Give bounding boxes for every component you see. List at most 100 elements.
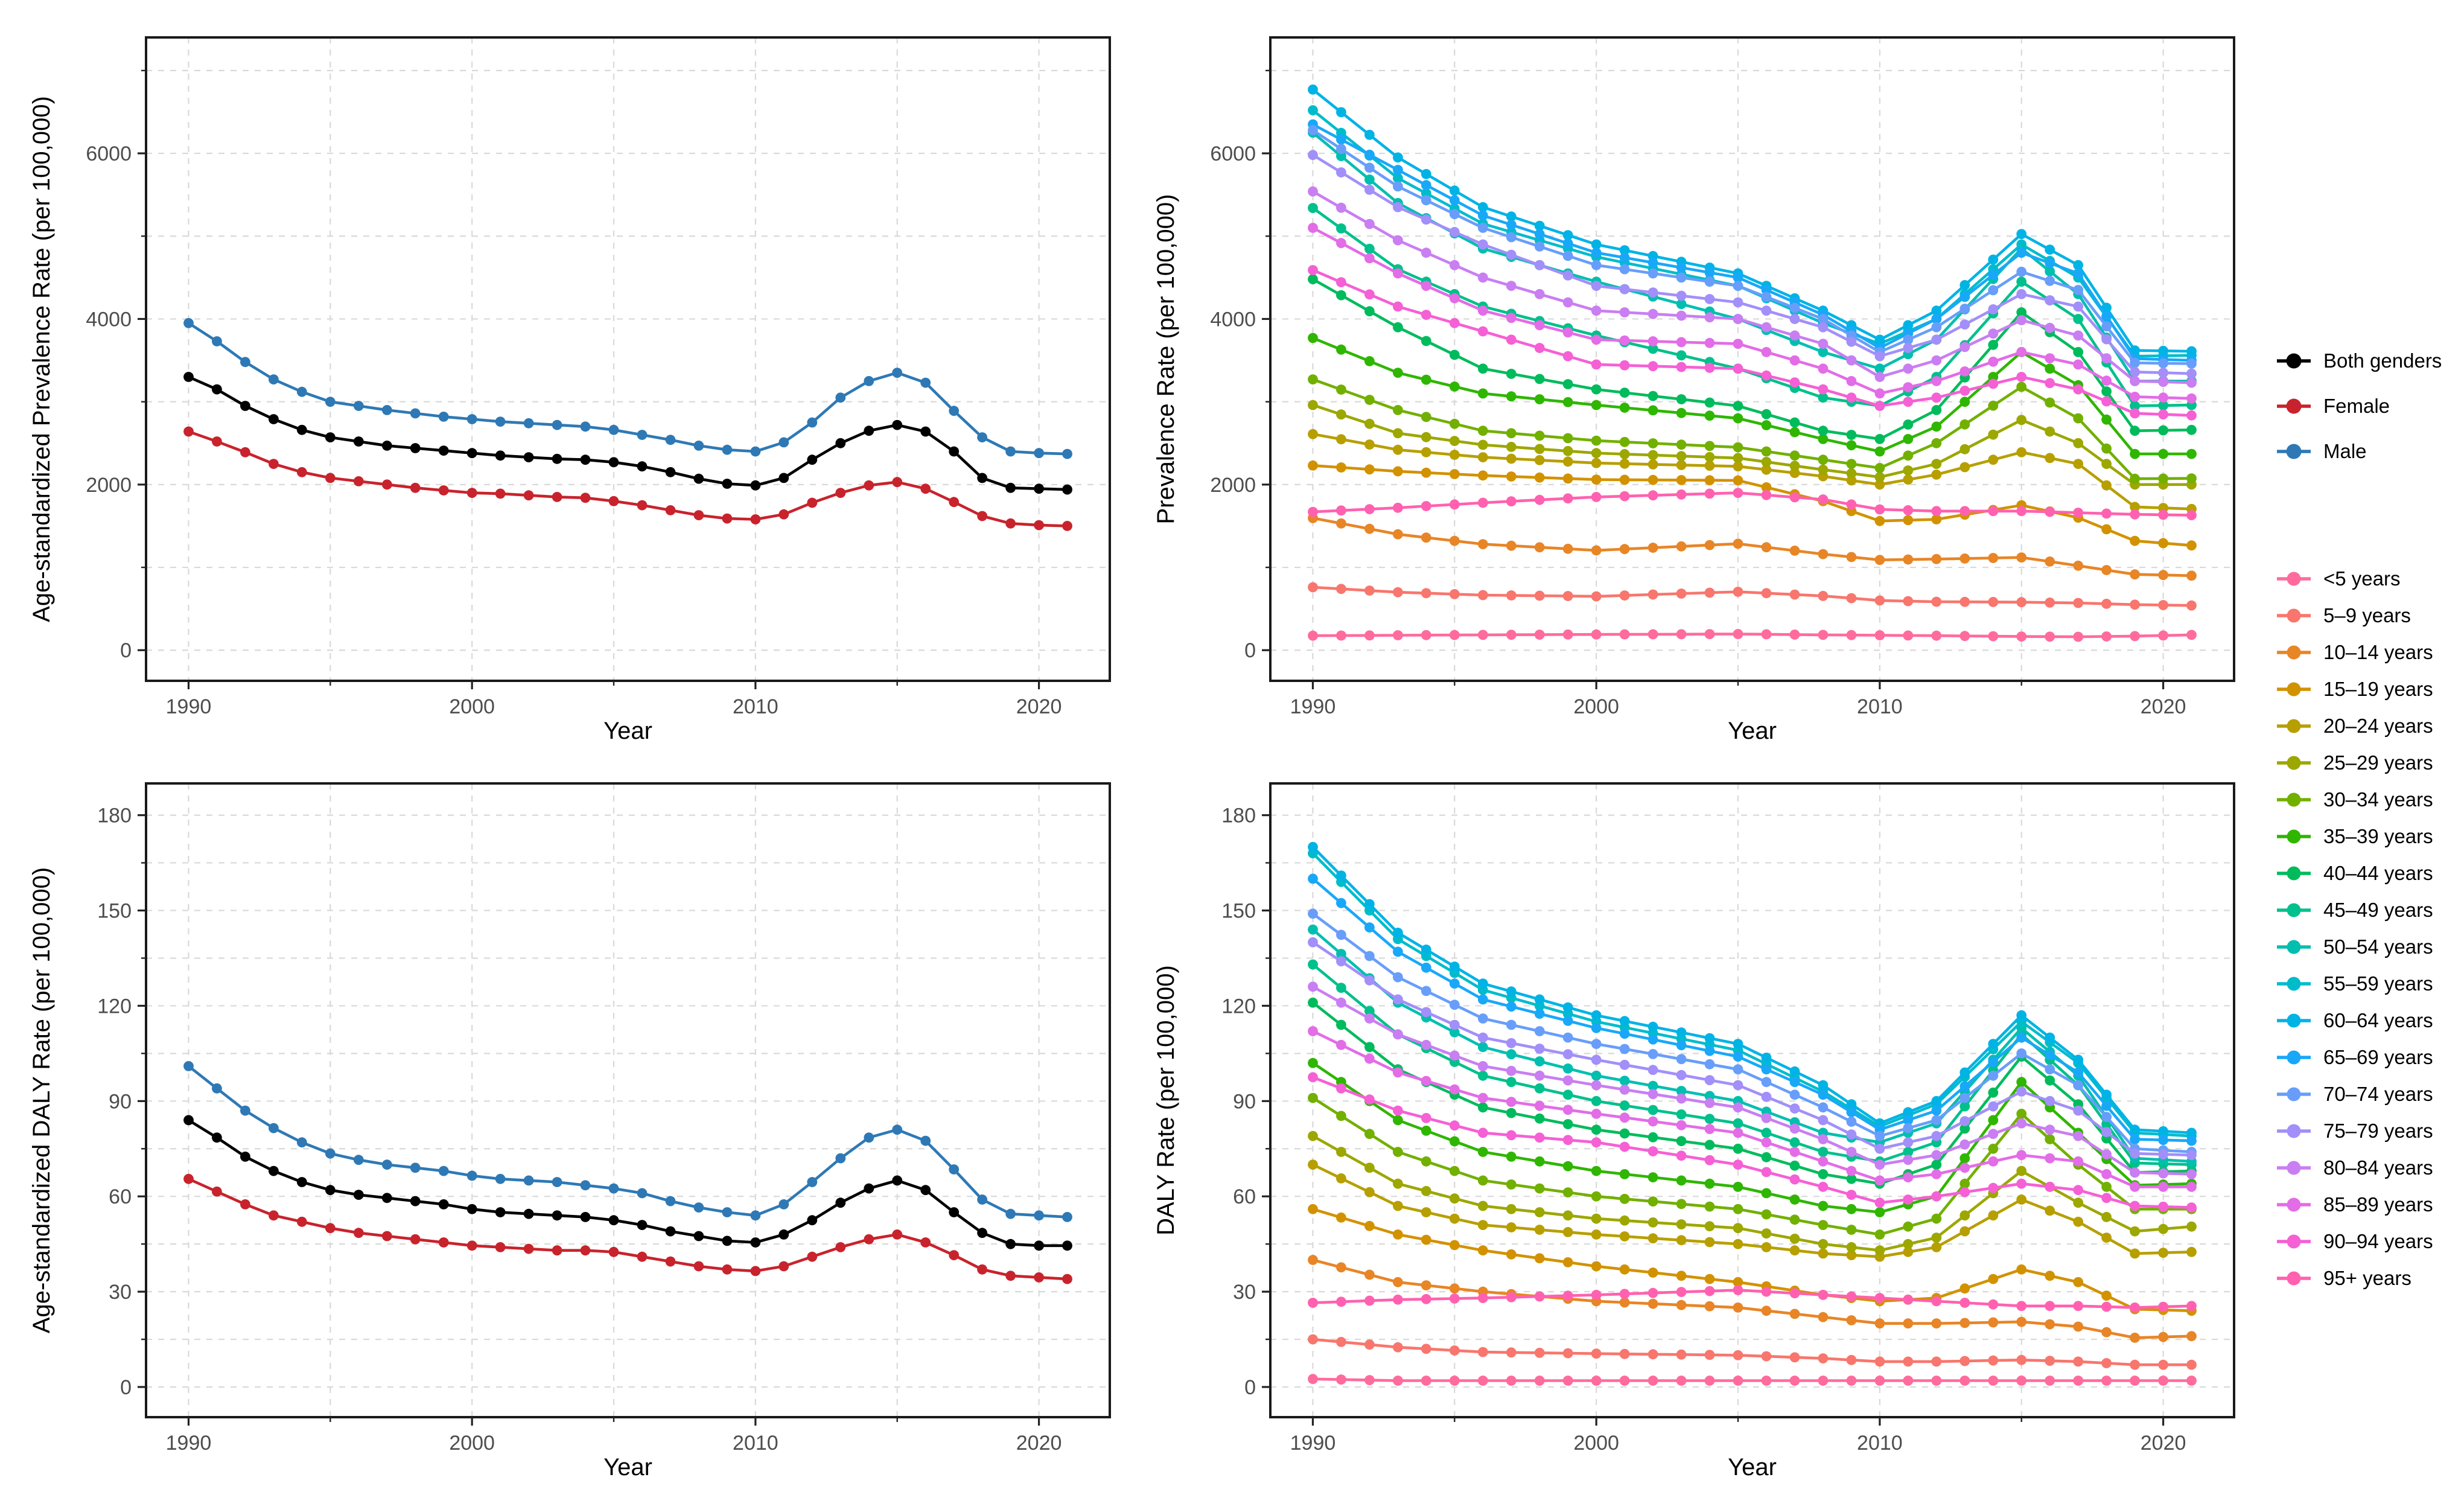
- legend-key-icon: [2277, 903, 2311, 917]
- svg-text:2000: 2000: [1573, 695, 1619, 718]
- series-85-89-years: [1308, 1026, 2197, 1192]
- series-60-64-years: [1308, 841, 2197, 1138]
- legend-item: Both genders: [2276, 338, 2442, 383]
- legend-age: <5 years 5–9 years 10–14 years 15–19 years 2…: [2276, 560, 2433, 1296]
- chart-svg-d: 0 30 60 90 120 150 180 1990 2000 2010 2020 Year DALY…: [1142, 757, 2256, 1488]
- legend-item-label: 50–54 years: [2323, 935, 2433, 958]
- svg-text:1990: 1990: [166, 695, 212, 718]
- legend-key-icon: [2277, 1161, 2311, 1175]
- legend-key-icon: [2277, 1124, 2311, 1138]
- svg-text:2020: 2020: [1016, 1432, 1062, 1455]
- svg-text:6000: 6000: [86, 142, 132, 165]
- series-95+-years: [1308, 1285, 2197, 1313]
- legend-key-icon: [2277, 756, 2311, 770]
- legend-key-icon: [2277, 1197, 2311, 1211]
- legend-item: 85–89 years: [2276, 1186, 2433, 1223]
- axes: 0 2000 4000 6000 1990 2000 2010 2020: [86, 69, 1062, 718]
- svg-text:4000: 4000: [86, 308, 132, 331]
- series-both-genders: [183, 1115, 1072, 1251]
- legend-gender: Both genders Female Male: [2276, 338, 2442, 474]
- legend-item-label: 25–29 years: [2323, 751, 2433, 774]
- legend-key-icon: [2277, 572, 2311, 585]
- series-95+-years: [1308, 488, 2197, 520]
- legend-item-label: 75–79 years: [2323, 1119, 2433, 1142]
- svg-text:0: 0: [1244, 639, 1256, 662]
- svg-text:1990: 1990: [1290, 1432, 1336, 1455]
- legend-key-icon: [2277, 792, 2311, 806]
- legend-item: 35–39 years: [2276, 818, 2433, 855]
- series-80-84-years: [1308, 981, 2197, 1179]
- svg-text:2010: 2010: [733, 1432, 778, 1455]
- legend-item-label: Male: [2323, 439, 2367, 462]
- legend-item-label: 45–49 years: [2323, 898, 2433, 921]
- svg-text:120: 120: [97, 995, 132, 1018]
- y-axis-title: Age-standardized Prevalence Rate (per 10…: [28, 96, 55, 622]
- legend-key-icon: [2277, 444, 2311, 459]
- series-85-89-years: [1308, 223, 2197, 404]
- legend-key-icon: [2277, 1234, 2311, 1248]
- legend-item-label: <5 years: [2323, 567, 2401, 590]
- svg-text:1990: 1990: [166, 1432, 212, 1455]
- legend-key-icon: [2277, 682, 2311, 696]
- series-75-79-years: [1308, 150, 2197, 379]
- legend-item-label: 5–9 years: [2323, 604, 2411, 626]
- chart-panel-b: 0 30 60 90 120 150 180 1990 2000 2010 2020 Year Age-…: [18, 757, 1132, 1488]
- svg-text:30: 30: [109, 1281, 132, 1304]
- legend-item: 65–69 years: [2276, 1039, 2433, 1076]
- legend-key-icon: [2277, 645, 2311, 659]
- svg-text:30: 30: [1233, 1281, 1256, 1304]
- legend-item: Male: [2276, 429, 2442, 474]
- series-30-34-years: [1308, 374, 2197, 484]
- legend-key-icon: [2277, 866, 2311, 880]
- y-axis-title: Prevalence Rate (per 100,000): [1153, 194, 1179, 524]
- svg-text:2000: 2000: [449, 1432, 495, 1455]
- legend-item: 60–64 years: [2276, 1002, 2433, 1039]
- legend-key-icon: [2277, 608, 2311, 622]
- svg-text:2000: 2000: [449, 695, 495, 718]
- gridlines: [146, 37, 1110, 681]
- series-20-24-years: [1308, 1159, 2197, 1262]
- series-female: [183, 426, 1072, 531]
- svg-text:90: 90: [109, 1090, 132, 1113]
- legend-item-label: 30–34 years: [2323, 788, 2433, 811]
- chart-svg-c: 0 2000 4000 6000 1990 2000 2010 2020 Year Prevale…: [1142, 11, 2256, 752]
- legend-item: 15–19 years: [2276, 671, 2433, 707]
- series-<5-years: [1308, 629, 2197, 642]
- series-male: [183, 1061, 1072, 1222]
- chart-panel-c: 0 2000 4000 6000 1990 2000 2010 2020 Year Prevale…: [1142, 11, 2256, 752]
- legend-item-label: Female: [2323, 394, 2390, 417]
- svg-text:180: 180: [97, 805, 132, 827]
- legend-item: 20–24 years: [2276, 707, 2433, 744]
- svg-text:2010: 2010: [733, 695, 778, 718]
- series-female: [183, 1173, 1072, 1284]
- series-25-29-years: [1308, 400, 2197, 490]
- chart-svg-a: 0 2000 4000 6000 1990 2000 2010 2020 Year Age-sta…: [18, 11, 1132, 752]
- legend-item: 95+ years: [2276, 1260, 2433, 1296]
- legend-item-label: 85–89 years: [2323, 1193, 2433, 1216]
- series-<5-years: [1308, 1374, 2197, 1386]
- legend-item-label: 90–94 years: [2323, 1229, 2433, 1252]
- svg-text:0: 0: [120, 1376, 132, 1399]
- gridlines: [146, 783, 1110, 1417]
- legend-key-icon: [2277, 353, 2311, 368]
- x-axis-title: Year: [1728, 1454, 1777, 1481]
- legend-item: 90–94 years: [2276, 1223, 2433, 1260]
- svg-text:2000: 2000: [86, 474, 132, 497]
- legend-key-icon: [2277, 977, 2311, 990]
- series-both-genders: [183, 372, 1072, 495]
- axes: 0 30 60 90 120 150 180 1990 2000 2010 2020: [97, 805, 1062, 1455]
- legend-item: 5–9 years: [2276, 597, 2433, 634]
- legend-item: 10–14 years: [2276, 634, 2433, 671]
- svg-text:2000: 2000: [1573, 1432, 1619, 1455]
- y-axis-title: Age-standardized DALY Rate (per 100,000): [28, 867, 55, 1333]
- legend-item: 40–44 years: [2276, 855, 2433, 891]
- svg-text:150: 150: [1221, 900, 1256, 923]
- legend-item-label: 70–74 years: [2323, 1082, 2433, 1105]
- series-30-34-years: [1308, 1092, 2197, 1240]
- svg-text:2000: 2000: [1210, 474, 1256, 497]
- legend-item-label: Both genders: [2323, 349, 2442, 372]
- svg-text:0: 0: [1244, 1376, 1256, 1399]
- chart-panel-d: 0 30 60 90 120 150 180 1990 2000 2010 2020 Year DALY…: [1142, 757, 2256, 1488]
- svg-text:90: 90: [1233, 1090, 1256, 1113]
